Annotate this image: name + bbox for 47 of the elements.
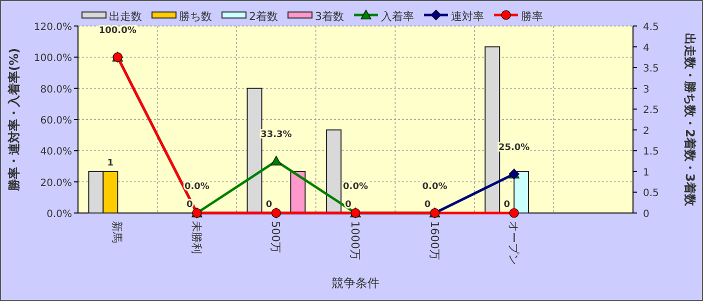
y-tick-label: 100.0% xyxy=(34,53,72,64)
y2-tick-label: 2 xyxy=(643,126,650,137)
y-tick-label: 40.0% xyxy=(40,146,72,158)
legend-label: 勝ち数 xyxy=(179,10,212,23)
y-tick-label: 80.0% xyxy=(40,84,72,96)
legend-label: 連対率 xyxy=(451,10,484,23)
legend-label: 3着数 xyxy=(315,10,344,23)
y2-tick-label: 3.5 xyxy=(643,64,659,75)
data-label: 0 xyxy=(186,200,193,210)
bar xyxy=(484,46,500,214)
bar xyxy=(326,129,342,214)
y2-tick-label: 0.5 xyxy=(643,188,659,200)
x-tick-label: 未勝利 xyxy=(190,221,203,254)
x-axis-title: 競争条件 xyxy=(332,276,380,290)
point xyxy=(509,208,519,218)
y-tick-label: 0.0% xyxy=(46,209,72,220)
y-tick-label: 60.0% xyxy=(40,116,72,126)
y2-tick-label: 2.5 xyxy=(643,105,659,116)
y-tick-label: 20.0% xyxy=(40,178,72,189)
data-label: 0 xyxy=(424,200,431,210)
legend-label: 勝率 xyxy=(521,10,543,23)
legend-label: 2着数 xyxy=(249,10,278,23)
data-label: 0.0% xyxy=(422,182,448,192)
point xyxy=(270,156,282,166)
data-label: 0.0% xyxy=(343,182,368,192)
data-label: 0.0% xyxy=(184,182,210,192)
legend-label: 出走数 xyxy=(109,10,142,23)
x-tick-label: オープン xyxy=(507,221,520,265)
y2-tick-label: 1.5 xyxy=(643,146,659,158)
y2-tick-label: 3 xyxy=(643,84,650,96)
y-tick-label: 120.0% xyxy=(34,22,72,33)
legend-label: 入着率 xyxy=(381,10,414,23)
y2-tick-label: 4.5 xyxy=(643,22,659,33)
x-tick-label: 1000万 xyxy=(348,221,362,260)
x-tick-label: 新馬 xyxy=(110,221,124,243)
y2-tick-label: 0 xyxy=(643,209,650,220)
y-axis-title: 勝率・連対率・入着率(%) xyxy=(7,48,21,192)
data-label: 100.0% xyxy=(98,26,136,36)
y2-axis-title: 出走数・勝ち数・2着数・3着数 xyxy=(683,33,697,207)
x-tick-label: 500万 xyxy=(269,221,282,253)
bar xyxy=(246,88,262,214)
y2-tick-label: 1 xyxy=(643,167,650,178)
data-label: 1 xyxy=(107,158,114,168)
data-label: 0 xyxy=(266,200,272,210)
data-label: 0 xyxy=(504,200,510,210)
y2-tick-label: 4 xyxy=(643,42,650,54)
x-tick-label: 1600万 xyxy=(428,221,441,260)
